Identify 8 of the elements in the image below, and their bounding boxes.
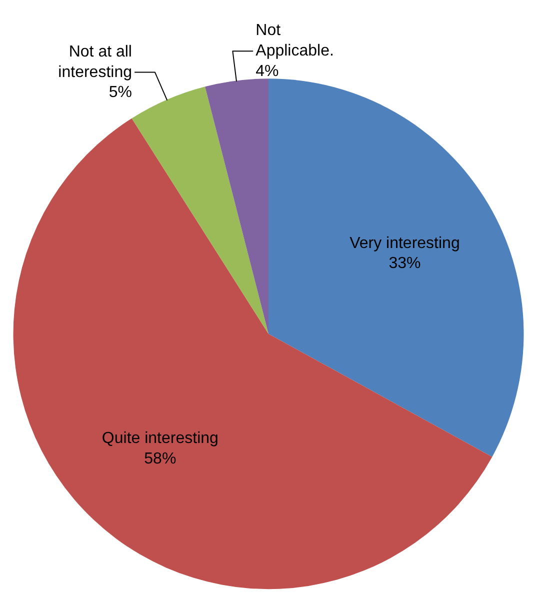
slice-label: Quite interesting [102, 430, 218, 448]
slice-label: Very interesting [350, 234, 460, 252]
data-label: 58% [144, 450, 176, 468]
data-label: 4% [256, 62, 279, 80]
data-label: 5% [108, 84, 132, 102]
slice-label: Not Applicable. [256, 22, 334, 60]
slice-label: Not at all interesting [58, 43, 132, 81]
data-label: 33% [388, 255, 421, 272]
